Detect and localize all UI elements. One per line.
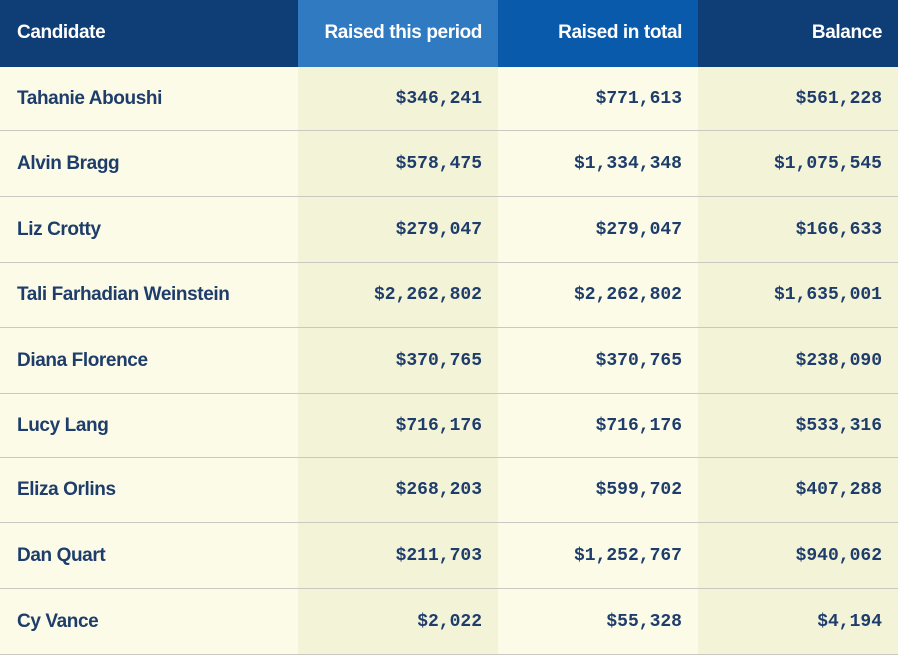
table-row: Cy Vance $2,022 $55,328 $4,194 bbox=[0, 589, 898, 655]
header-raised-this-period[interactable]: Raised this period bbox=[298, 0, 498, 67]
raised-this-period-value: $211,703 bbox=[298, 523, 498, 588]
table-row: Alvin Bragg $578,475 $1,334,348 $1,075,5… bbox=[0, 131, 898, 197]
raised-this-period-value: $279,047 bbox=[298, 197, 498, 262]
raised-this-period-value: $578,475 bbox=[298, 131, 498, 196]
raised-this-period-value: $346,241 bbox=[298, 67, 498, 130]
raised-in-total-value: $599,702 bbox=[498, 458, 698, 522]
raised-this-period-value: $2,022 bbox=[298, 589, 498, 654]
raised-in-total-value: $1,334,348 bbox=[498, 131, 698, 196]
raised-in-total-value: $279,047 bbox=[498, 197, 698, 262]
candidate-name: Lucy Lang bbox=[0, 394, 298, 457]
balance-value: $561,228 bbox=[698, 67, 898, 130]
table-row: Dan Quart $211,703 $1,252,767 $940,062 bbox=[0, 523, 898, 589]
table-row: Liz Crotty $279,047 $279,047 $166,633 bbox=[0, 197, 898, 263]
balance-value: $407,288 bbox=[698, 458, 898, 522]
candidate-name: Tali Farhadian Weinstein bbox=[0, 263, 298, 327]
candidate-name: Alvin Bragg bbox=[0, 131, 298, 196]
table-row: Tali Farhadian Weinstein $2,262,802 $2,2… bbox=[0, 263, 898, 328]
table-row: Lucy Lang $716,176 $716,176 $533,316 bbox=[0, 394, 898, 458]
raised-this-period-value: $2,262,802 bbox=[298, 263, 498, 327]
candidate-name: Diana Florence bbox=[0, 328, 298, 393]
raised-this-period-value: $268,203 bbox=[298, 458, 498, 522]
header-raised-in-total[interactable]: Raised in total bbox=[498, 0, 698, 67]
balance-value: $533,316 bbox=[698, 394, 898, 457]
raised-in-total-value: $2,262,802 bbox=[498, 263, 698, 327]
balance-value: $940,062 bbox=[698, 523, 898, 588]
header-candidate[interactable]: Candidate bbox=[0, 0, 298, 67]
header-balance[interactable]: Balance bbox=[698, 0, 898, 67]
candidate-name: Tahanie Aboushi bbox=[0, 67, 298, 130]
balance-value: $166,633 bbox=[698, 197, 898, 262]
raised-in-total-value: $55,328 bbox=[498, 589, 698, 654]
raised-in-total-value: $716,176 bbox=[498, 394, 698, 457]
candidate-name: Eliza Orlins bbox=[0, 458, 298, 522]
candidate-name: Liz Crotty bbox=[0, 197, 298, 262]
candidate-name: Dan Quart bbox=[0, 523, 298, 588]
raised-in-total-value: $1,252,767 bbox=[498, 523, 698, 588]
raised-in-total-value: $370,765 bbox=[498, 328, 698, 393]
table-row: Tahanie Aboushi $346,241 $771,613 $561,2… bbox=[0, 67, 898, 131]
raised-this-period-value: $370,765 bbox=[298, 328, 498, 393]
balance-value: $4,194 bbox=[698, 589, 898, 654]
table-header-row: Candidate Raised this period Raised in t… bbox=[0, 0, 898, 67]
table-row: Eliza Orlins $268,203 $599,702 $407,288 bbox=[0, 458, 898, 523]
balance-value: $238,090 bbox=[698, 328, 898, 393]
table-row: Diana Florence $370,765 $370,765 $238,09… bbox=[0, 328, 898, 394]
raised-this-period-value: $716,176 bbox=[298, 394, 498, 457]
balance-value: $1,075,545 bbox=[698, 131, 898, 196]
raised-in-total-value: $771,613 bbox=[498, 67, 698, 130]
candidate-name: Cy Vance bbox=[0, 589, 298, 654]
balance-value: $1,635,001 bbox=[698, 263, 898, 327]
